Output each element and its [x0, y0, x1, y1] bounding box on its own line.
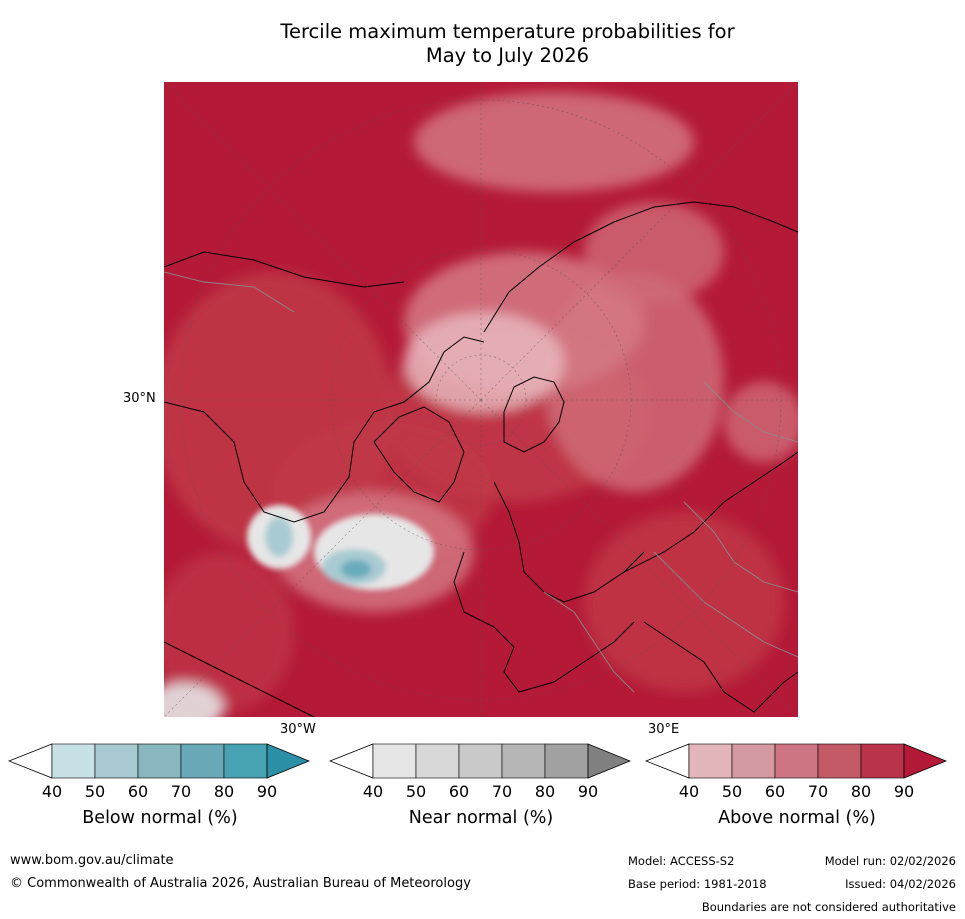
disclaimer-text: Boundaries are not considered authoritat…	[701, 900, 956, 914]
issued-text: Issued: 04/02/2026	[845, 877, 956, 891]
map-title: Tercile maximum temperature probabilitie…	[165, 20, 850, 68]
tick-label: 60	[764, 782, 786, 801]
legend-below-normal-bar	[8, 743, 310, 779]
latitude-label: 30°N	[123, 391, 156, 406]
graticule	[164, 82, 798, 717]
tick-label: 70	[170, 782, 192, 801]
tick-label: 70	[491, 782, 513, 801]
tick-label: 40	[41, 782, 63, 801]
legend-below-normal-ticks: 40 50 60 70 80 90	[8, 782, 310, 802]
coastlines	[164, 201, 798, 717]
tick-label: 70	[807, 782, 829, 801]
title-line-1: Tercile maximum temperature probabilitie…	[280, 20, 735, 43]
tick-label: 50	[405, 782, 427, 801]
legend-near-normal-bar	[329, 743, 631, 779]
probability-shading	[164, 92, 798, 717]
tick-label: 60	[127, 782, 149, 801]
tick-label: 40	[362, 782, 384, 801]
below-normal-patch	[247, 505, 434, 590]
tick-label: 80	[213, 782, 235, 801]
tick-label: 60	[448, 782, 470, 801]
tick-label: 50	[84, 782, 106, 801]
tick-label: 90	[256, 782, 278, 801]
tick-label: 80	[534, 782, 556, 801]
tick-label: 90	[577, 782, 599, 801]
copyright-text: © Commonwealth of Australia 2026, Austra…	[10, 876, 471, 891]
tick-label: 90	[893, 782, 915, 801]
legend-above-normal-title: Above normal (%)	[718, 808, 876, 828]
website-link[interactable]: www.bom.gov.au/climate	[10, 853, 174, 868]
legend-above-normal-ticks: 40 50 60 70 80 90	[645, 782, 947, 802]
tick-label: 80	[850, 782, 872, 801]
legend-near-normal-ticks: 40 50 60 70 80 90	[329, 782, 631, 802]
base-period-text: Base period: 1981-2018	[628, 877, 767, 891]
legend-above-normal-bar	[645, 743, 947, 779]
model-text: Model: ACCESS-S2	[628, 854, 735, 868]
country-borders	[164, 271, 798, 693]
legend-near-normal-title: Near normal (%)	[408, 808, 554, 828]
longitude-label-west: 30°W	[280, 722, 316, 737]
longitude-label-east: 30°E	[648, 722, 680, 737]
model-run-text: Model run: 02/02/2026	[824, 854, 956, 868]
tick-label: 40	[678, 782, 700, 801]
title-line-2: May to July 2026	[425, 44, 590, 67]
tick-label: 50	[721, 782, 743, 801]
legend-below-normal-title: Below normal (%)	[82, 808, 238, 828]
probability-map	[164, 82, 798, 717]
